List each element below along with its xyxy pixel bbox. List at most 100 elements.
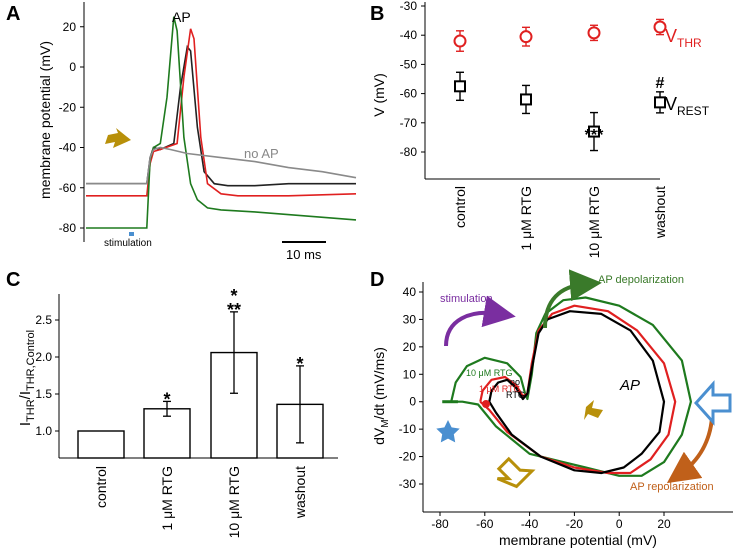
panel-a-scale-bar-label: 10 ms	[286, 247, 322, 262]
panel-a-ytick-label: -60	[59, 181, 77, 195]
panel-b-category-10-m-rtg: 10 μM RTG	[586, 186, 602, 258]
panel-d-loops	[442, 296, 693, 477]
panel-b-marker-vrest	[520, 93, 532, 106]
panel-a-ytick-label: -80	[59, 221, 77, 235]
panel-b-ytick-label: -60	[400, 87, 418, 101]
panel-a-trace-3	[86, 146, 357, 185]
panel-c-ytick-label: 2.5	[35, 313, 52, 327]
panel-b-significance-mark: ***	[585, 127, 604, 144]
panel-a-traces	[86, 16, 357, 229]
panel-d-loop-2	[488, 310, 666, 475]
panel-d-no-rtg-label-2: RTG	[506, 390, 525, 400]
panel-c-y-label: ITHR/ITHR,Control	[17, 330, 37, 426]
panel-a-trace-1	[86, 28, 357, 197]
panel-a-no-ap-label: no AP	[244, 146, 279, 161]
panel-b-marker-vrest	[654, 96, 666, 109]
panel-d-letter: D	[370, 269, 384, 291]
panel-c-significance-mark: *	[163, 389, 170, 409]
panel-c-ticks: 1.0 1.5 2.0 2.5	[35, 313, 59, 438]
panel-b-marker-vthr	[453, 34, 467, 48]
panel-a-ytick-label: 20	[63, 20, 77, 34]
panel-c-category-washout: washout	[292, 466, 308, 519]
panel-d-repolarization-arrow-icon	[666, 417, 714, 484]
panel-c-letter: C	[6, 269, 20, 291]
panel-b-ytick-label: -80	[400, 145, 418, 159]
panel-a-trace-0	[86, 45, 356, 187]
panel-d-xtick-label: 20	[657, 517, 671, 531]
panel-b: B V (mV) -30 -40 -50 -60 -70 -80 control 1 μM …	[370, 0, 710, 258]
panel-c-significance-mark: *	[230, 286, 237, 306]
panel-a-ytick-label: -20	[59, 100, 77, 114]
panel-d-stimulation-arrow-icon	[444, 295, 516, 347]
panel-a-ytick-label: 0	[69, 60, 76, 74]
panel-a-letter: A	[6, 3, 20, 25]
panel-a: A membrane potential (mV) 20 0 -20 -40 -60 -8…	[6, 2, 357, 262]
panel-b-marker-vrest	[588, 125, 600, 138]
panel-b-legend-vthr: VTHR	[665, 26, 702, 50]
panel-b-ytick-label: -30	[400, 0, 418, 13]
panel-a-stimulation-marker	[129, 232, 134, 236]
panel-a-y-label: membrane potential (mV)	[37, 41, 53, 199]
panel-d-ytick-label: 40	[403, 285, 417, 299]
panel-d-no-rtg-label-1: no	[510, 377, 520, 387]
panel-d-1um-label: 1 μM RTG	[479, 384, 521, 394]
panel-d-ticks: 40 30 20 10 0 -10 -20 -30 -80 -60 -40 -20 0 20	[399, 285, 671, 531]
panel-d: D dVM/dt (mV/ms) membrane potential (mV)…	[370, 269, 733, 548]
panel-a-ticks: 20 0 -20 -40 -60 -80	[59, 20, 84, 235]
panel-c-category-control: control	[93, 466, 109, 508]
panel-d-depolarization-arrow-icon	[543, 269, 602, 329]
panel-d-ytick-label: 10	[403, 367, 417, 381]
panel-c-ytick-label: 1.0	[35, 424, 52, 438]
panel-d-ytick-label: 20	[403, 340, 417, 354]
panel-d-ytick-label: 30	[403, 312, 417, 326]
panel-a-ytick-label: -40	[59, 141, 77, 155]
panel-b-significance-mark: #	[656, 75, 665, 92]
panel-c-bar-control	[77, 430, 125, 459]
panel-a-threshold-arrow-icon	[105, 128, 131, 148]
panel-c-ytick-label: 2.0	[35, 350, 52, 364]
panel-d-ap-peak-arrow-icon	[693, 380, 732, 426]
panel-d-xtick-label: -80	[431, 517, 449, 531]
panel-d-xtick-label: -20	[566, 517, 584, 531]
panel-b-marker-vthr	[653, 20, 667, 34]
panel-d-ytick-label: -20	[399, 450, 417, 464]
panel-c: C ITHR/ITHR,Control 1.0 1.5 2.0 2.5 control…	[6, 269, 338, 538]
panel-b-ytick-label: -70	[400, 116, 418, 130]
panel-c-ytick-label: 1.5	[35, 387, 52, 401]
panel-d-resting-star-icon	[436, 420, 460, 443]
panel-d-red-threshold-dot	[482, 400, 490, 408]
panel-d-y-label: dVM/dt (mV/ms)	[371, 347, 391, 445]
panel-b-marker-vthr	[519, 30, 533, 44]
panel-d-x-label: membrane potential (mV)	[499, 532, 657, 548]
panel-b-points	[453, 18, 667, 152]
panel-d-ytick-label: 0	[409, 395, 416, 409]
panel-b-category-washout: washout	[652, 186, 668, 239]
panel-c-significance: *****	[163, 286, 303, 410]
panel-b-y-label: V (mV)	[371, 73, 387, 117]
panel-b-legend-vrest: VREST	[665, 94, 710, 118]
panel-b-marker-vthr	[587, 26, 601, 40]
panel-d-ytick-label: -30	[399, 477, 417, 491]
panel-b-category-1-m-rtg: 1 μM RTG	[518, 186, 534, 251]
panel-d-xtick-label: -60	[476, 517, 494, 531]
panel-c-categories: control 1 μM RTG 10 μM RTG washout	[93, 466, 308, 538]
panel-d-repolarization-label: AP repolarization	[630, 481, 714, 493]
panel-d-ap-label: AP	[619, 377, 640, 394]
panel-a-ap-label: AP	[172, 9, 191, 25]
panel-d-xtick-label: -40	[521, 517, 539, 531]
panel-d-ytick-label: -10	[399, 422, 417, 436]
panel-b-ticks: -30 -40 -50 -60 -70 -80	[400, 0, 425, 159]
panel-b-marker-vrest	[454, 80, 466, 93]
panel-d-stimulation-label: stimulation	[440, 293, 493, 305]
panel-c-significance-mark: *	[296, 354, 303, 374]
panel-b-ytick-label: -40	[400, 28, 418, 42]
panel-c-category-1-m-rtg: 1 μM RTG	[159, 466, 175, 531]
panel-d-downstroke-arrow-icon	[496, 456, 536, 489]
panel-d-threshold-arrow-icon	[584, 400, 603, 420]
panel-c-significance-mark: **	[227, 300, 241, 320]
panel-b-category-control: control	[452, 186, 468, 228]
panel-d-depolarization-label: AP depolarization	[598, 274, 684, 286]
panel-b-ytick-label: -50	[400, 57, 418, 71]
panel-b-letter: B	[370, 3, 384, 25]
panel-a-stimulation-label: stimulation	[104, 238, 152, 249]
